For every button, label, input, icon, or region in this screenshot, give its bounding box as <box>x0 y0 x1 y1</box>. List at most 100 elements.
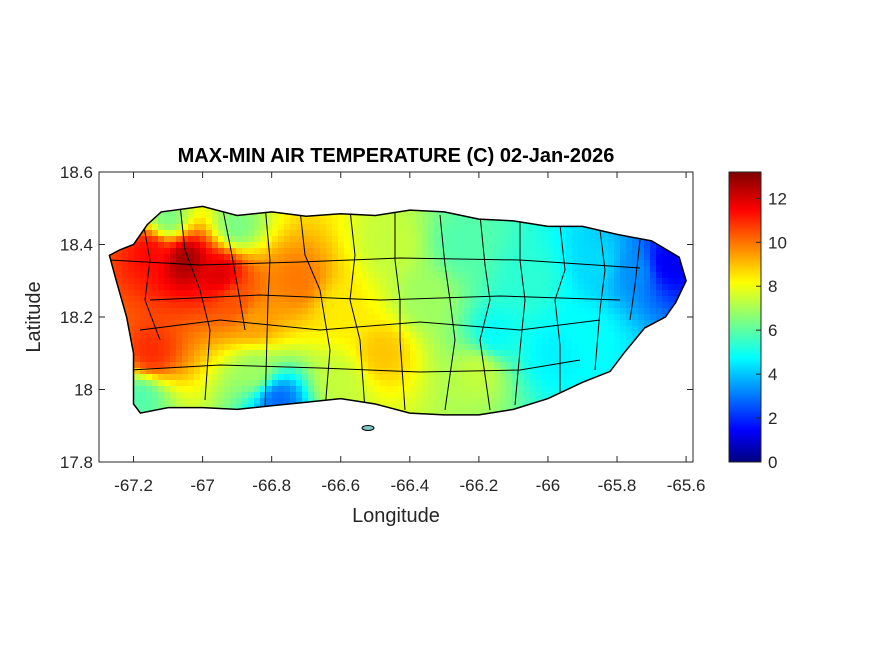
heat-cell <box>314 242 321 249</box>
heat-cell <box>386 260 393 267</box>
heat-cell <box>608 344 615 351</box>
heat-cell <box>206 290 213 297</box>
heat-cell <box>386 266 393 273</box>
heat-cell <box>200 380 207 387</box>
heat-cell <box>254 266 261 273</box>
heat-cell <box>206 284 213 291</box>
heat-cell <box>476 374 483 381</box>
heat-cell <box>296 290 303 297</box>
heat-cell <box>362 386 369 393</box>
heat-cell <box>548 248 555 255</box>
heat-cell <box>380 392 387 399</box>
heat-cell <box>488 296 495 303</box>
heat-cell <box>392 392 399 399</box>
heat-cell <box>290 266 297 273</box>
heat-cell <box>380 278 387 285</box>
heat-cell <box>614 242 621 249</box>
heat-cell <box>380 254 387 261</box>
heat-cell <box>236 404 243 411</box>
heat-cell <box>344 284 351 291</box>
heat-cell <box>656 254 663 261</box>
heat-cell <box>236 398 243 405</box>
heat-cell <box>176 242 183 249</box>
heat-cell <box>254 332 261 339</box>
heat-cell <box>146 278 153 285</box>
heat-cell <box>530 344 537 351</box>
heat-cell <box>194 314 201 321</box>
heat-cell <box>206 398 213 405</box>
heat-cell <box>356 218 363 225</box>
heat-cell <box>446 398 453 405</box>
heat-cell <box>482 356 489 363</box>
heat-cell <box>446 224 453 231</box>
heat-cell <box>572 350 579 357</box>
heat-cell <box>440 326 447 333</box>
heat-cell <box>356 224 363 231</box>
heat-cell <box>200 266 207 273</box>
heat-cell <box>266 356 273 363</box>
heat-cell <box>572 296 579 303</box>
heat-cell <box>248 326 255 333</box>
heat-cell <box>566 296 573 303</box>
heat-cell <box>194 266 201 273</box>
heat-cell <box>284 314 291 321</box>
heat-cell <box>428 224 435 231</box>
heat-cell <box>572 284 579 291</box>
heat-cell <box>122 254 129 261</box>
heat-cell <box>194 374 201 381</box>
heat-cell <box>362 224 369 231</box>
heat-cell <box>314 356 321 363</box>
heat-cell <box>128 290 135 297</box>
heat-cell <box>140 386 147 393</box>
heat-cell <box>194 332 201 339</box>
heat-cell <box>590 254 597 261</box>
heat-cell <box>500 404 507 411</box>
heat-cell <box>224 326 231 333</box>
heat-cell <box>206 326 213 333</box>
heat-cell <box>620 326 627 333</box>
heat-cell <box>296 392 303 399</box>
heat-cell <box>350 290 357 297</box>
heat-cell <box>284 212 291 219</box>
heat-cell <box>380 386 387 393</box>
heat-cell <box>578 248 585 255</box>
heat-cell <box>458 374 465 381</box>
heat-cell <box>548 302 555 309</box>
heat-cell <box>470 332 477 339</box>
heat-cell <box>194 224 201 231</box>
heat-cell <box>470 218 477 225</box>
heat-cell <box>308 362 315 369</box>
heat-cell <box>188 332 195 339</box>
heat-cell <box>518 362 525 369</box>
heat-cell <box>614 302 621 309</box>
heat-cell <box>470 362 477 369</box>
heat-cell <box>140 236 147 243</box>
heat-cell <box>230 386 237 393</box>
heat-cell <box>458 314 465 321</box>
heat-cell <box>560 296 567 303</box>
heat-cell <box>326 224 333 231</box>
heat-cell <box>596 362 603 369</box>
heat-cell <box>248 284 255 291</box>
heat-cell <box>536 254 543 261</box>
heat-cell <box>278 398 285 405</box>
heat-cell <box>404 230 411 237</box>
heat-cell <box>188 368 195 375</box>
heat-cell <box>578 284 585 291</box>
heat-cell <box>566 290 573 297</box>
heat-cell <box>362 302 369 309</box>
heat-cell <box>266 242 273 249</box>
heat-cell <box>146 338 153 345</box>
heat-cell <box>524 254 531 261</box>
heat-cell <box>530 284 537 291</box>
heat-cell <box>626 308 633 315</box>
heat-cell <box>218 386 225 393</box>
heat-cell <box>566 308 573 315</box>
heat-cell <box>518 242 525 249</box>
heat-cell <box>506 380 513 387</box>
heat-cell <box>146 380 153 387</box>
heat-cell <box>626 284 633 291</box>
heat-cell <box>140 272 147 279</box>
heat-cell <box>590 266 597 273</box>
heat-cell <box>218 218 225 225</box>
